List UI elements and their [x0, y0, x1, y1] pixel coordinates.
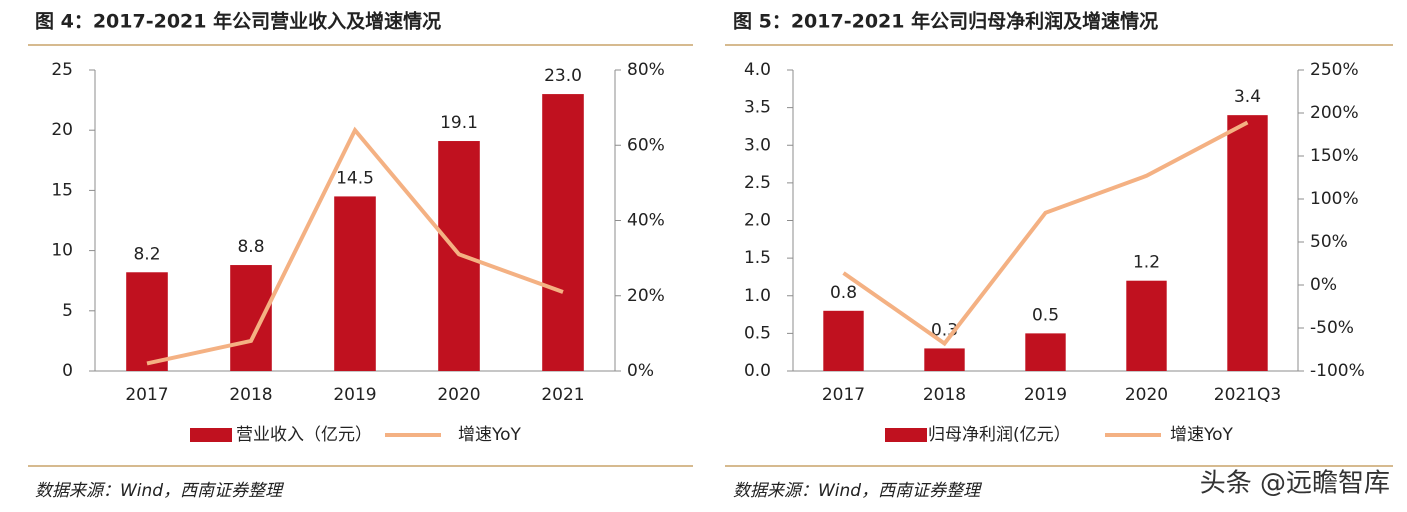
chart-title: 图 4：2017-2021 年公司营业收入及增速情况: [35, 10, 441, 33]
y2-tick-label: 100%: [1310, 189, 1359, 209]
data-label: 1.2: [1133, 253, 1160, 273]
chart-title: 图 5：2017-2021 年公司归母净利润及增速情况: [733, 10, 1158, 33]
watermark: 头条 @远瞻智库: [1200, 469, 1390, 499]
legend-label: 增速YoY: [1170, 425, 1234, 445]
x-tick-label: 2020: [437, 385, 480, 405]
y-tick-label: 1.5: [744, 248, 771, 268]
line: [146, 126, 564, 366]
y-tick-label: 0.5: [744, 323, 771, 343]
bar: [1025, 333, 1066, 371]
source: 数据来源：Wind，西南证券整理: [35, 481, 284, 501]
data-label: 14.5: [336, 168, 374, 188]
bar: [334, 196, 376, 371]
y2-tick-label: 200%: [1310, 103, 1359, 123]
bar: [1227, 115, 1268, 372]
x-tick-label: 2018: [229, 385, 272, 405]
y-tick-label: 5: [62, 301, 73, 321]
source: 数据来源：Wind，西南证券整理: [733, 481, 982, 501]
data-label: 23.0: [544, 66, 582, 86]
legend-swatch: [190, 428, 232, 442]
data-label: 0.8: [830, 283, 857, 303]
x-tick-label: 2021: [541, 385, 584, 405]
data-label: 3.4: [1234, 87, 1261, 107]
y-tick-label: 1.0: [744, 286, 771, 306]
y2-tick-label: 20%: [627, 286, 665, 306]
y-tick-label: 2.0: [744, 211, 771, 231]
x-tick-label: 2017: [125, 385, 168, 405]
data-label: 19.1: [440, 113, 478, 133]
y2-tick-label: -100%: [1310, 361, 1365, 381]
x-tick-label: 2021Q3: [1214, 385, 1281, 405]
y-tick-label: 2.5: [744, 173, 771, 193]
legend-swatch: [885, 428, 927, 442]
y2-tick-label: 250%: [1310, 60, 1359, 80]
y-tick-label: 25: [51, 60, 73, 80]
legend-label: 归母净利润(亿元）: [928, 425, 1071, 445]
y2-tick-label: 0%: [627, 361, 654, 381]
x-tick-label: 2017: [822, 385, 865, 405]
y-tick-label: 15: [51, 180, 73, 200]
legend-label: 营业收入（亿元）: [236, 425, 372, 445]
y2-tick-label: 60%: [627, 135, 665, 155]
data-label: 8.8: [237, 237, 264, 257]
y2-tick-label: 40%: [627, 211, 665, 231]
bar: [823, 310, 864, 371]
y-tick-label: 20: [51, 120, 73, 140]
y2-tick-label: 50%: [1310, 232, 1348, 252]
bar: [1126, 280, 1167, 371]
bar: [924, 348, 965, 371]
data-label: 0.5: [1032, 305, 1059, 325]
y2-tick-label: 0%: [1310, 275, 1337, 295]
y2-tick-label: 80%: [627, 60, 665, 80]
y-tick-label: 4.0: [744, 60, 771, 80]
x-tick-label: 2019: [1024, 385, 1067, 405]
bar: [126, 272, 168, 371]
y2-tick-label: 150%: [1310, 146, 1359, 166]
x-tick-label: 2018: [923, 385, 966, 405]
data-label: 8.2: [133, 244, 160, 264]
y-tick-label: 3.0: [744, 135, 771, 155]
x-tick-label: 2020: [1125, 385, 1168, 405]
y-tick-label: 3.5: [744, 98, 771, 118]
x-tick-label: 2019: [333, 385, 376, 405]
y-tick-label: 0: [62, 361, 73, 381]
y-tick-label: 10: [51, 241, 73, 261]
bar: [542, 94, 584, 371]
y-tick-label: 0.0: [744, 361, 771, 381]
y2-tick-label: -50%: [1310, 318, 1354, 338]
line: [842, 120, 1249, 347]
bar: [230, 265, 272, 371]
legend-label: 增速YoY: [458, 425, 522, 445]
